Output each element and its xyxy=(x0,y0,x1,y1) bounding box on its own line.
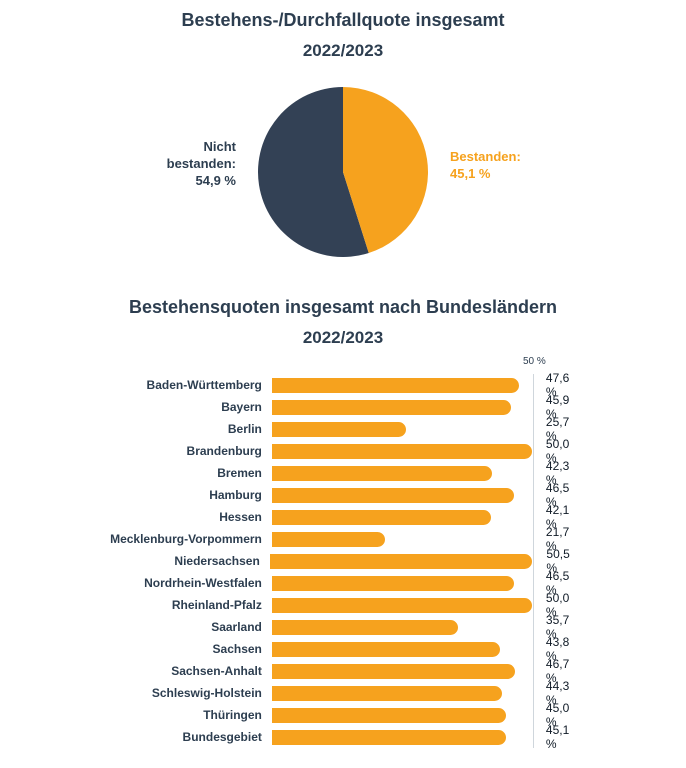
bar-row-bar xyxy=(272,664,515,679)
bar-row-bar xyxy=(272,708,506,723)
bar-row-bar xyxy=(272,686,502,701)
bar-row-label: Niedersachsen xyxy=(103,554,270,568)
bar-row-track xyxy=(270,550,533,572)
bar-row-track xyxy=(272,638,532,660)
bar-row-label: Schleswig-Holstein xyxy=(103,686,272,700)
bar-row-track xyxy=(272,660,532,682)
pie-subtitle: 2022/2023 xyxy=(0,41,686,61)
bar-row-track xyxy=(272,506,532,528)
bar-row-track xyxy=(272,528,532,550)
bar-row: Nordrhein-Westfalen46,5 % xyxy=(103,572,583,594)
bar-row: Rheinland-Pfalz50,0 % xyxy=(103,594,583,616)
pie-svg xyxy=(258,87,428,257)
bar-row-value: 45,1 % xyxy=(546,723,583,751)
bar-row-label: Saarland xyxy=(103,620,272,634)
bar-row-bar xyxy=(272,730,507,745)
bar-row-track xyxy=(272,572,532,594)
bar-row-bar xyxy=(272,510,491,525)
bar-row: Hessen42,1 % xyxy=(103,506,583,528)
pie-label-fail: Nicht bestanden: 54,9 % xyxy=(167,139,236,190)
bar-row-bar xyxy=(272,576,514,591)
grid-line-max xyxy=(533,374,534,748)
bar-row-track xyxy=(272,704,532,726)
bar-row-bar xyxy=(272,466,492,481)
bar-row-track xyxy=(272,396,532,418)
bar-row: Schleswig-Holstein44,3 % xyxy=(103,682,583,704)
bar-row-label: Bundesgebiet xyxy=(103,730,272,744)
bar-row: Bayern45,9 % xyxy=(103,396,583,418)
bar-row: Bundesgebiet 45,1 % xyxy=(103,726,583,748)
bar-row-label: Sachsen-Anhalt xyxy=(103,664,272,678)
bar-row-track xyxy=(272,462,532,484)
bar-row-track xyxy=(272,726,532,748)
bar-title: Bestehensquoten insgesamt nach Bundeslän… xyxy=(0,297,686,318)
bar-row-bar xyxy=(272,444,532,459)
bar-row-label: Thüringen xyxy=(103,708,272,722)
bar-row-bar xyxy=(272,532,385,547)
bar-row-label: Hamburg xyxy=(103,488,272,502)
bar-row: Berlin25,7 % xyxy=(103,418,583,440)
bar-row-track xyxy=(272,418,532,440)
bar-row-label: Hessen xyxy=(103,510,272,524)
bar-row-label: Bayern xyxy=(103,400,272,414)
bar-row-label: Nordrhein-Westfalen xyxy=(103,576,272,590)
bar-row-label: Bremen xyxy=(103,466,272,480)
bar-row-bar xyxy=(272,620,458,635)
bar-row-label: Brandenburg xyxy=(103,444,272,458)
bar-row-label: Mecklenburg-Vorpommern xyxy=(103,532,272,546)
bar-row-track xyxy=(272,594,532,616)
pie-label-pass-l1: Bestanden: xyxy=(450,149,521,164)
pie-title: Bestehens-/Durchfallquote insgesamt xyxy=(0,10,686,31)
bar-row-bar xyxy=(270,554,533,569)
bar-subtitle: 2022/2023 xyxy=(0,328,686,348)
bar-row-track xyxy=(272,616,532,638)
bar-row-label: Berlin xyxy=(103,422,272,436)
bar-row-bar xyxy=(272,400,511,415)
bar-row: Niedersachsen50,5 % xyxy=(103,550,583,572)
axis-max-label: 50 % xyxy=(523,356,546,367)
bar-row: Saarland35,7 % xyxy=(103,616,583,638)
bar-row-track xyxy=(272,682,532,704)
bar-rows: Baden-Württemberg47,6 %Bayern45,9 %Berli… xyxy=(103,356,583,748)
bar-row: Bremen42,3 % xyxy=(103,462,583,484)
bar-row-track xyxy=(272,484,532,506)
pie-label-pass-val: 45,1 % xyxy=(450,166,490,181)
bar-row-label: Sachsen xyxy=(103,642,272,656)
bar-row: Sachsen-Anhalt46,7 % xyxy=(103,660,583,682)
pie-chart: Nicht bestanden: 54,9 % Bestanden: 45,1 … xyxy=(0,67,686,277)
bar-row-bar xyxy=(272,378,520,393)
bar-row-bar xyxy=(272,598,532,613)
bar-row: Brandenburg50,0 % xyxy=(103,440,583,462)
bar-row-bar xyxy=(272,488,514,503)
bar-row-bar xyxy=(272,642,500,657)
chart-container: Bestehens-/Durchfallquote insgesamt 2022… xyxy=(0,0,686,768)
bar-row-track xyxy=(272,374,532,396)
pie-label-fail-val: 54,9 % xyxy=(196,173,236,188)
bar-row-bar xyxy=(272,422,406,437)
pie-label-pass: Bestanden: 45,1 % xyxy=(450,149,521,183)
bar-row: Baden-Württemberg47,6 % xyxy=(103,374,583,396)
bar-row-label: Rheinland-Pfalz xyxy=(103,598,272,612)
bar-chart: 50 % Baden-Württemberg47,6 %Bayern45,9 %… xyxy=(103,356,583,748)
pie-label-fail-l1: Nicht xyxy=(204,139,237,154)
bar-row: Thüringen45,0 % xyxy=(103,704,583,726)
bar-row: Sachsen43,8 % xyxy=(103,638,583,660)
pie-label-fail-l2: bestanden: xyxy=(167,156,236,171)
bar-row: Mecklenburg-Vorpommern21,7 % xyxy=(103,528,583,550)
bar-row-label: Baden-Württemberg xyxy=(103,378,272,392)
bar-row-track xyxy=(272,440,532,462)
bar-row: Hamburg46,5 % xyxy=(103,484,583,506)
